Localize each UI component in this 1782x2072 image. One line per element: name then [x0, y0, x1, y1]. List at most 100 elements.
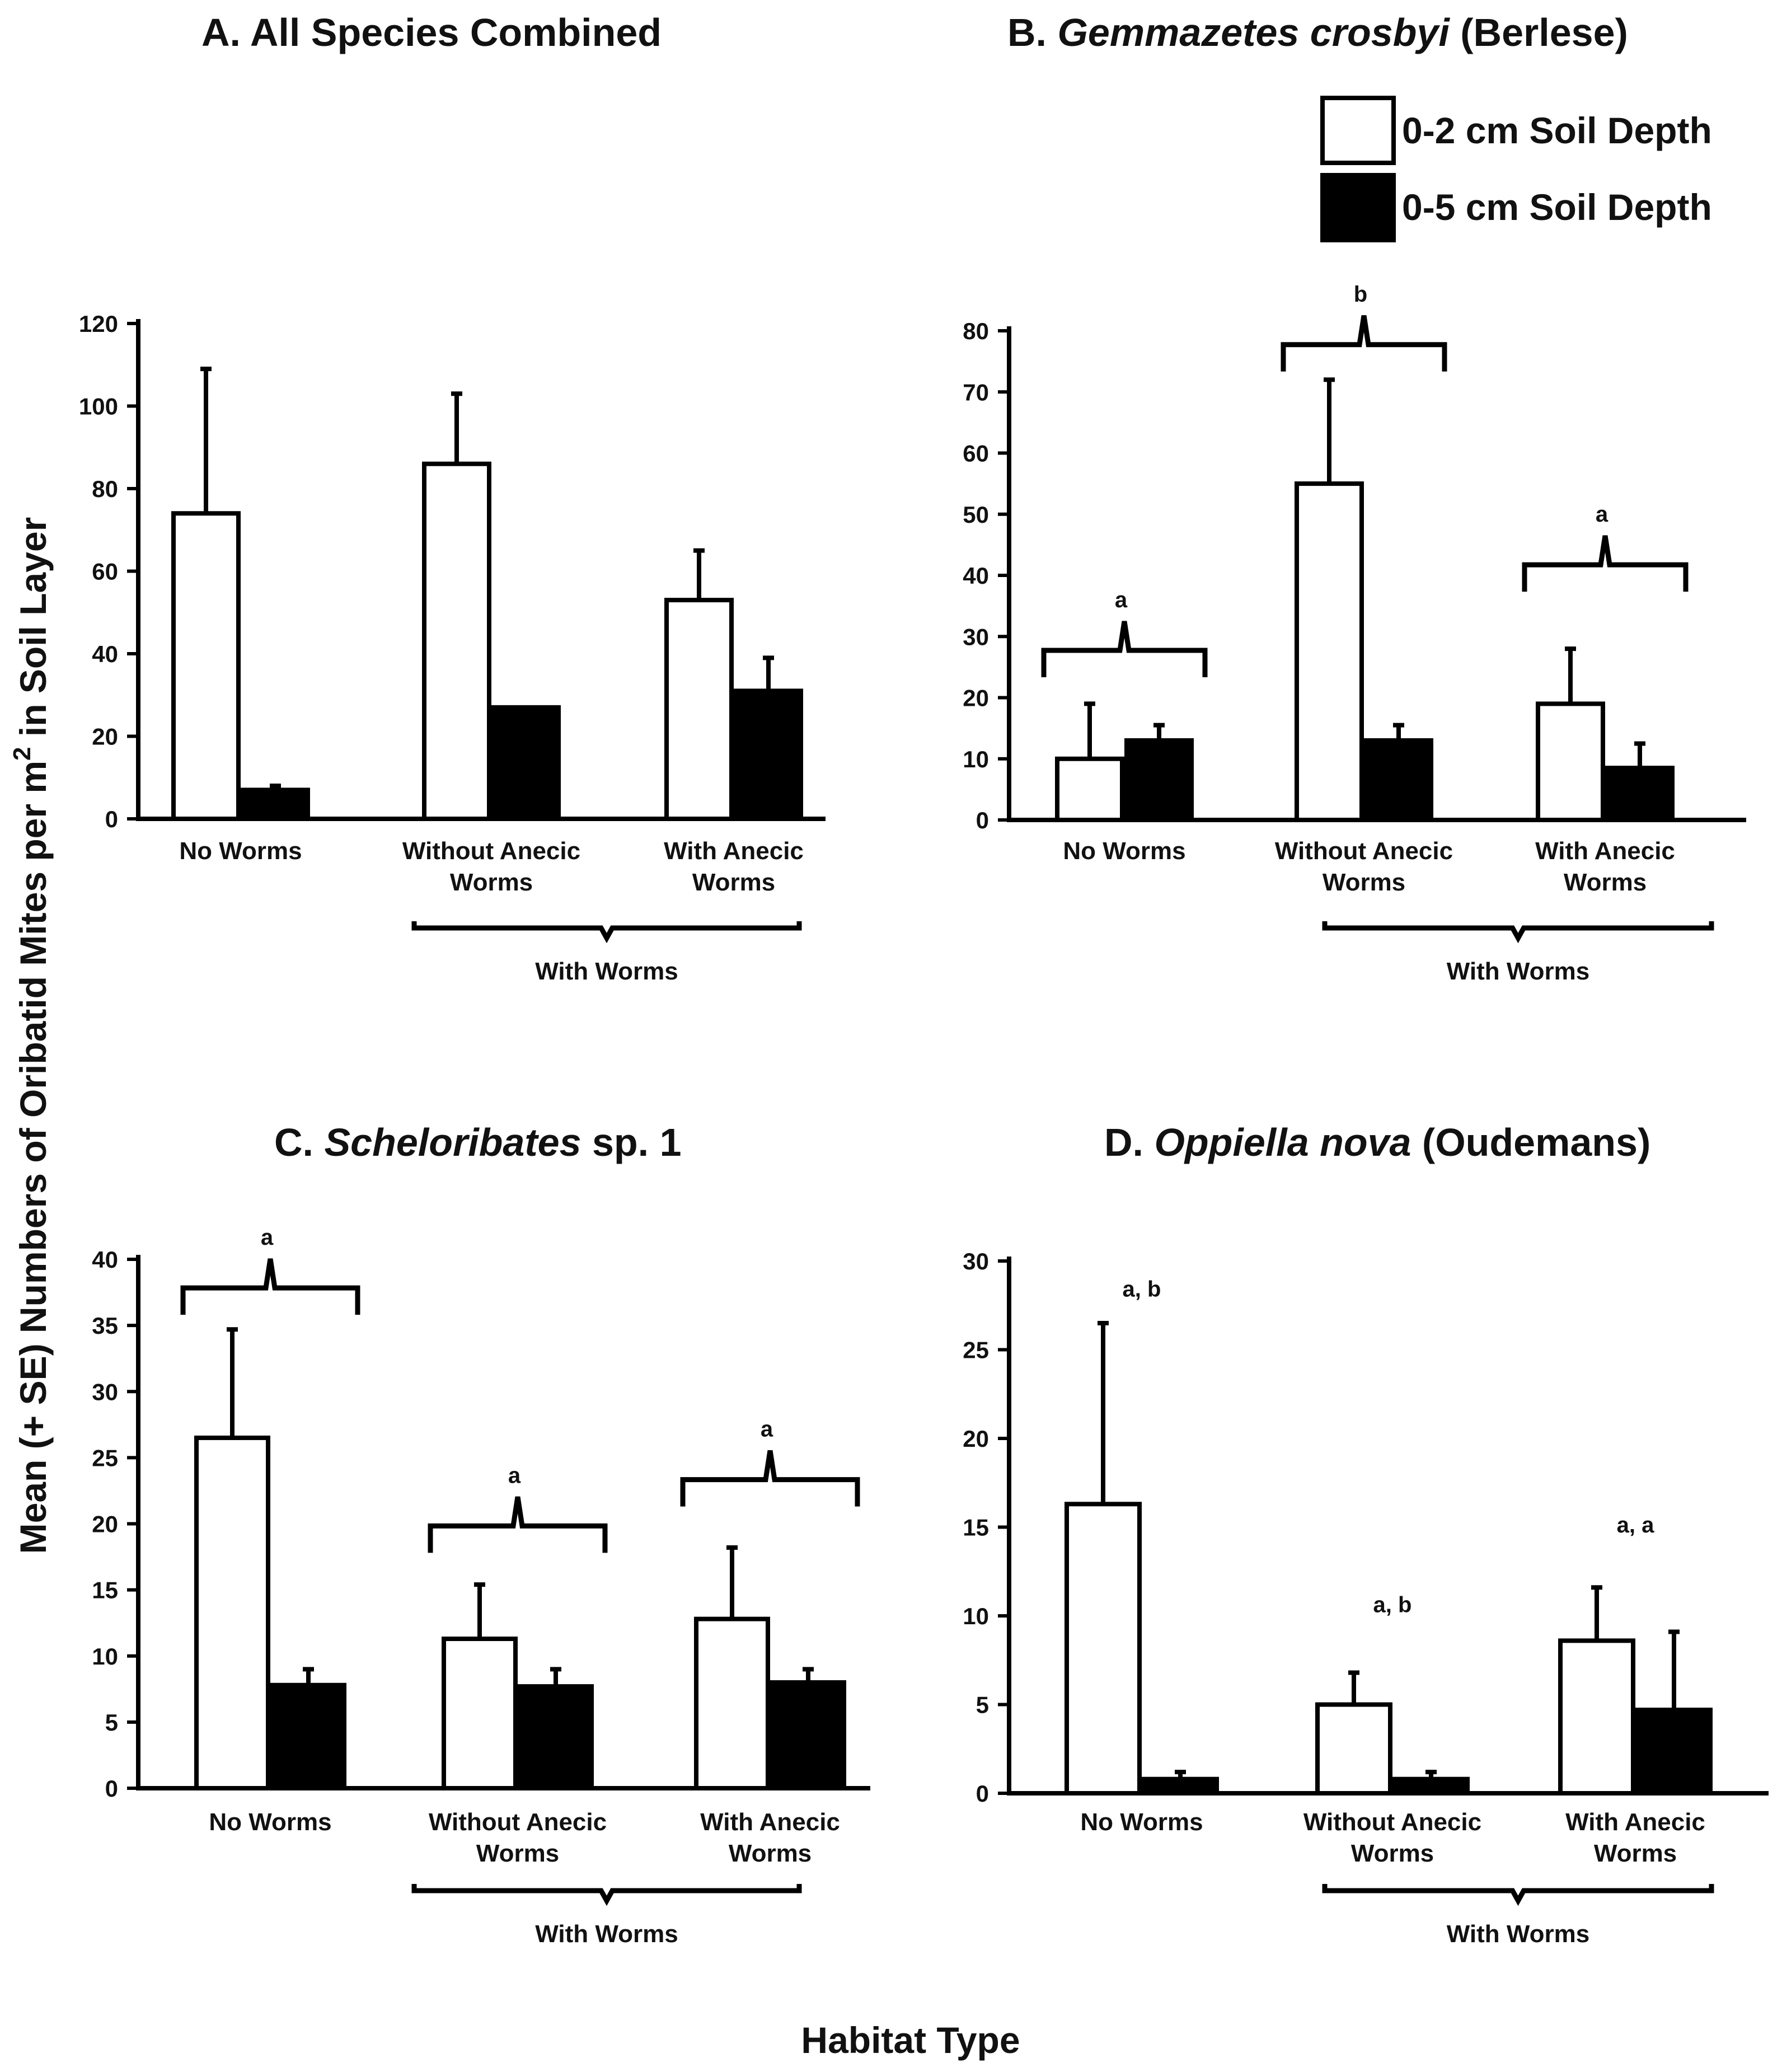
category-label: Without Anecic Worms: [1275, 837, 1453, 896]
with-worms-bracket: [411, 921, 802, 944]
chart-title-species: Gemmazetes crosbyi: [1057, 11, 1450, 54]
bar-deep-1: [1142, 1776, 1219, 1796]
bar-deep-3: [734, 688, 803, 821]
category-label-line: Worms: [1594, 1840, 1677, 1867]
bar-deep-1: [241, 787, 310, 821]
y-tick-label: 5: [105, 1709, 118, 1736]
category-label-line: With Anecic: [700, 1808, 840, 1836]
y-tick-label: 10: [92, 1643, 118, 1670]
category-label: With Anecic Worms: [664, 837, 804, 896]
bar-shallow-3: [1536, 701, 1605, 823]
y-tick-label: 25: [92, 1445, 118, 1471]
legend-swatch-shallow: [1320, 96, 1396, 165]
legend-label-deep: 0-5 cm Soil Depth: [1402, 186, 1712, 228]
x-axis-label: Habitat Type: [801, 2019, 1020, 2061]
y-tick-label: 20: [92, 1511, 118, 1537]
legend-label-shallow: 0-2 cm Soil Depth: [1402, 110, 1712, 151]
y-tick-label: 60: [963, 440, 989, 467]
category-label: Without Anecic Worms: [402, 837, 580, 896]
chart-title: A. All Species Combined: [201, 11, 662, 54]
category-label: No Worms: [1080, 1808, 1203, 1836]
y-tick-label: 30: [963, 1248, 989, 1274]
bar-shallow-3: [1558, 1638, 1635, 1796]
chart-title-rest: (Berlese): [1450, 11, 1628, 54]
bar-deep-2: [1364, 738, 1433, 822]
category-label-line: Worms: [729, 1840, 812, 1867]
y-tick-label: 50: [963, 501, 989, 528]
significance-letter: a, b: [1123, 1277, 1161, 1301]
bar-shallow-2: [442, 1637, 518, 1791]
category-label: Without Anecic Worms: [429, 1808, 607, 1867]
y-axis-label: Mean (+ SE) Numbers of Oribatid Mites pe…: [8, 517, 54, 1554]
y-tick-label: 120: [79, 311, 118, 337]
category-label: With Anecic Worms: [700, 1808, 840, 1867]
y-tick-label: 30: [963, 624, 989, 650]
significance-bracket: [1041, 621, 1208, 678]
y-tick-label: 0: [976, 1780, 989, 1807]
y-tick-label: 10: [963, 746, 989, 772]
y-tick-label: 0: [976, 807, 989, 833]
chart-panel-c: C. Scheloribates sp. 1 0 5 10 15 20 25 30 35 40 No…: [92, 1121, 870, 1948]
bar-shallow-3: [694, 1616, 770, 1791]
chart-title: B. Gemmazetes crosbyi (Berlese): [1007, 11, 1628, 54]
significance-letter: a, b: [1373, 1593, 1412, 1618]
y-tick-label: 60: [92, 559, 118, 585]
chart-title-rest: (Oudemans): [1411, 1121, 1650, 1164]
category-label-line: Without Anecic: [1303, 1808, 1481, 1836]
category-label: No Worms: [179, 837, 302, 865]
bar-shallow-2: [1315, 1702, 1392, 1796]
y-tick-label: 10: [963, 1603, 989, 1629]
chart-title-letter: A.: [201, 11, 250, 54]
significance-letter: a: [761, 1417, 773, 1442]
category-label: No Worms: [1063, 837, 1185, 865]
chart-title: C. Scheloribates sp. 1: [274, 1121, 682, 1164]
category-label: Without Anecic Worms: [1303, 1808, 1481, 1867]
category-label-line: No Worms: [1080, 1808, 1203, 1836]
chart-title-species: Oppiella nova: [1154, 1121, 1411, 1164]
y-tick-label: 20: [963, 1426, 989, 1452]
category-label-line: No Worms: [1063, 837, 1185, 865]
significance-letter: b: [1354, 282, 1367, 307]
chart-title-letter: D.: [1104, 1121, 1154, 1164]
legend: 0-2 cm Soil Depth 0-5 cm Soil Depth: [1320, 96, 1712, 242]
significance-bracket: [1522, 535, 1689, 592]
y-tick-label: 80: [92, 476, 118, 502]
chart-title-rest: sp. 1: [582, 1121, 682, 1164]
bar-shallow-1: [171, 511, 241, 821]
significance-letter: a: [508, 1463, 521, 1488]
significance-bracket: [680, 1450, 860, 1507]
category-label-line: Without Anecic: [402, 837, 580, 865]
category-label-line: Without Anecic: [429, 1808, 607, 1836]
category-label-line: Worms: [1351, 1840, 1434, 1867]
y-tick-label: 15: [963, 1515, 989, 1541]
bar-deep-3: [1635, 1708, 1713, 1796]
bar-deep-2: [518, 1684, 594, 1790]
category-label-line: With Anecic: [1565, 1808, 1705, 1836]
bar-deep-2: [1392, 1776, 1470, 1796]
category-label-line: Worms: [450, 869, 533, 896]
category-label-line: Worms: [1323, 869, 1405, 896]
category-label-line: With Anecic: [1535, 837, 1675, 865]
category-label-line: Worms: [1564, 869, 1647, 896]
chart-panel-a: A. All Species Combined 0 20 40 60 80 100 120 No…: [79, 11, 826, 985]
y-tick-label: 40: [92, 1246, 118, 1273]
significance-bracket: [1281, 315, 1447, 372]
significance-letter: a, a: [1617, 1513, 1654, 1537]
with-worms-label: With Worms: [535, 958, 678, 985]
y-tick-label: 100: [79, 393, 118, 420]
with-worms-bracket: [411, 1884, 802, 1906]
legend-swatch-deep: [1320, 173, 1396, 242]
bar-deep-2: [491, 705, 561, 821]
y-tick-label: 40: [92, 641, 118, 667]
y-tick-label: 0: [105, 806, 118, 832]
category-label: No Worms: [209, 1808, 331, 1836]
category-label-line: With Anecic: [664, 837, 804, 865]
y-tick-label: 20: [963, 685, 989, 711]
bar-deep-3: [770, 1680, 846, 1790]
significance-letter: a: [1115, 588, 1128, 612]
y-tick-label: 0: [105, 1775, 118, 1802]
category-label-line: No Worms: [209, 1808, 331, 1836]
y-tick-label: 35: [92, 1312, 118, 1339]
y-tick-label: 5: [976, 1692, 989, 1718]
